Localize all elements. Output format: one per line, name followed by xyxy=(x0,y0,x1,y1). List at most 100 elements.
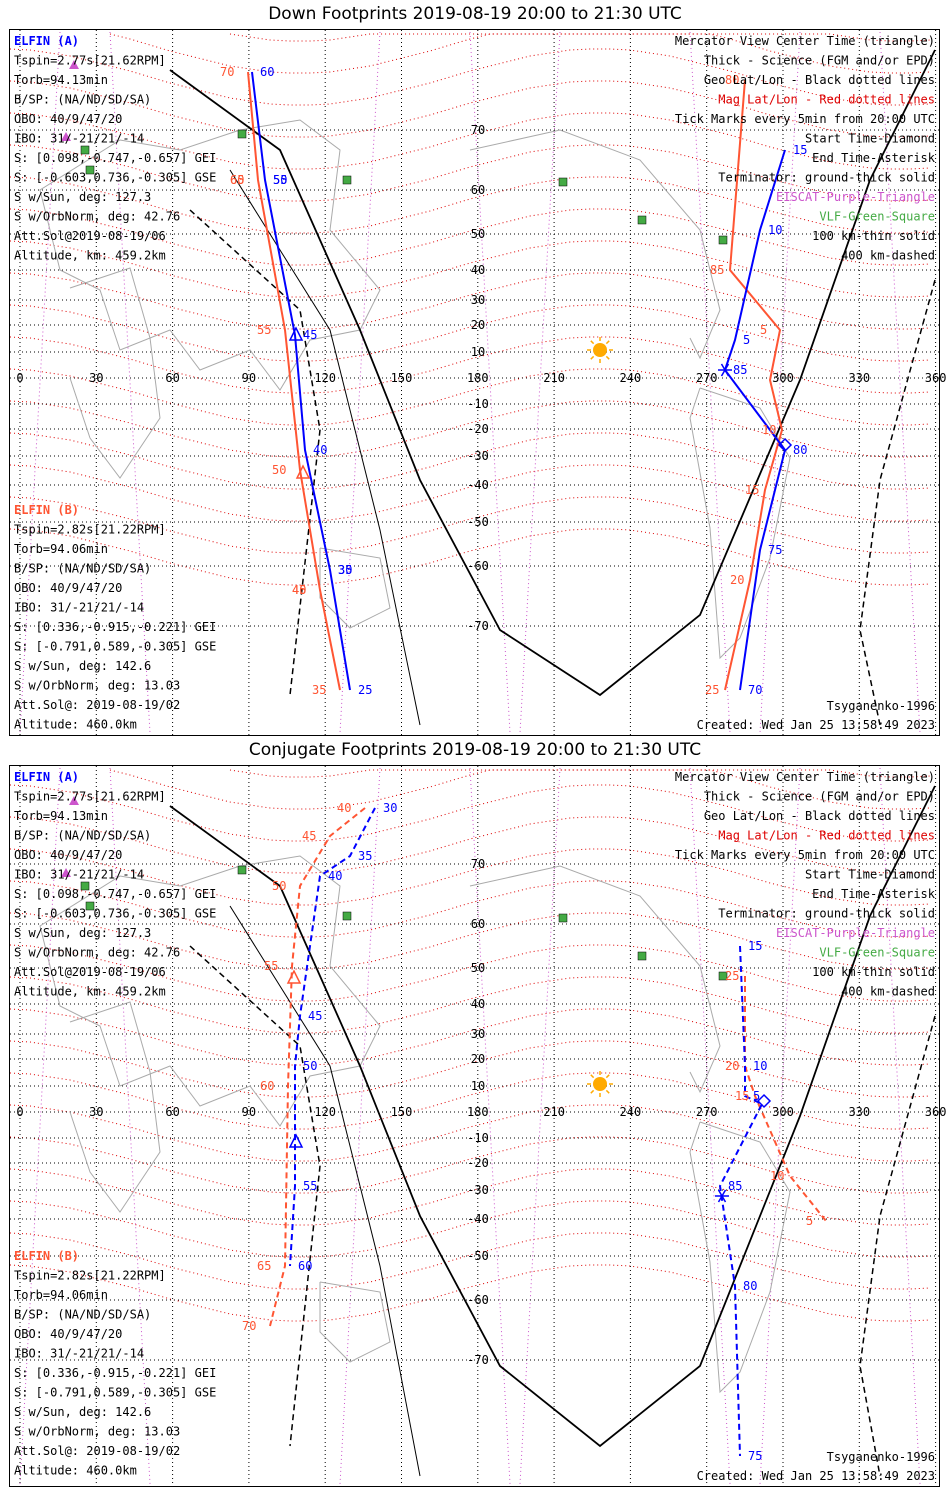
elfin-b-tick-label: 50 xyxy=(272,463,286,477)
vlf-station-marker xyxy=(558,177,568,187)
elfin-a-info-line: IBO: 31/-21/21/-14 xyxy=(14,868,144,882)
elfin-a-info-line: OBO: 40/9/47/20 xyxy=(14,848,122,862)
lat-tick-label: -60 xyxy=(467,1293,489,1307)
elfin-a-info-line: OBO: 40/9/47/20 xyxy=(14,112,122,126)
created-label: Created: Wed Jan 25 13:58:49 2023 xyxy=(697,1469,935,1483)
lat-tick-label: 50 xyxy=(471,227,485,241)
vlf-station-marker xyxy=(237,865,247,875)
elfin-a-end-asterisk xyxy=(717,1189,727,1203)
coastline xyxy=(39,119,381,391)
elfin-b-tick-label: 20 xyxy=(725,1059,739,1073)
elfin-b-info-line: S w/OrbNorm, deg: 13.03 xyxy=(14,1425,180,1439)
elfin-b-tick-label: 55 xyxy=(257,323,271,337)
panel-title-down: Down Footprints 2019-08-19 20:00 to 21:3… xyxy=(268,4,682,24)
legend-item: Mag Lat/Lon - Red dotted lines xyxy=(718,829,935,843)
elfin-a-track xyxy=(251,71,351,691)
terminator-ground xyxy=(169,785,936,1448)
elfin-b-tick-label: 15 xyxy=(745,483,759,497)
coastline xyxy=(319,1281,391,1363)
elfin-a-info-line: Torb=94.13min xyxy=(14,73,108,87)
elfin-b-info-line: Att.Sol@: 2019-08-19/02 xyxy=(14,1444,180,1458)
elfin-a-center-triangle xyxy=(288,326,304,341)
elfin-b-header: ELFIN (B) xyxy=(14,1249,79,1263)
elfin-b-info-line: B/SP: (NA/ND/SD/SA) xyxy=(14,1308,151,1322)
elfin-a-info-line: IBO: 31/-21/21/-14 xyxy=(14,132,144,146)
elfin-a-start-diamond xyxy=(777,437,793,453)
elfin-b-tick-label: 5 xyxy=(806,1214,813,1228)
sun-ray xyxy=(590,355,595,360)
legend-item: VLF-Green-Square xyxy=(819,946,935,960)
elfin-a-end-asterisk xyxy=(720,363,730,377)
elfin-a-tick-label: 75 xyxy=(748,1449,762,1463)
vlf-station-marker xyxy=(637,951,647,961)
elfin-a-info-line: S: [-0.603,0.736,-0.305] GSE xyxy=(14,171,216,185)
legend-item: Mercator View Center Time (triangle) xyxy=(675,770,935,784)
elfin-a-info-line: Tspin=2.77s[21.62RPM] xyxy=(14,790,166,804)
lat-tick-label: -30 xyxy=(467,449,489,463)
elfin-a-track xyxy=(289,807,376,1267)
lon-tick-label: 120 xyxy=(314,371,336,385)
legend-item: Terminator: ground-thick solid xyxy=(718,171,935,185)
elfin-b-track xyxy=(744,976,827,1222)
elfin-a-tick-label: 80 xyxy=(793,443,807,457)
elfin-b-tick-label: 65 xyxy=(230,173,244,187)
vlf-station-marker xyxy=(637,215,647,225)
elfin-a-tick-label: 45 xyxy=(308,1009,322,1023)
elfin-a-tick-label: 15 xyxy=(793,143,807,157)
lat-tick-label: -20 xyxy=(467,422,489,436)
lat-tick-label: 60 xyxy=(471,183,485,197)
lat-tick-label: 60 xyxy=(471,917,485,931)
lon-tick-label: 60 xyxy=(165,371,179,385)
legend-item: EISCAT-Purple-Triangle xyxy=(776,190,935,204)
lat-tick-label: 40 xyxy=(471,997,485,1011)
elfin-a-tick-label: 80 xyxy=(743,1279,757,1293)
elfin-b-track xyxy=(724,79,784,691)
elfin-a-tick-label: 10 xyxy=(768,223,782,237)
lat-tick-label: 20 xyxy=(471,318,485,332)
elfin-a-info-line: S w/Sun, deg: 127.3 xyxy=(14,926,151,940)
elfin-a-tick-label: 25 xyxy=(358,683,372,697)
map-panel-conjugate xyxy=(9,765,940,1487)
lat-tick-label: -10 xyxy=(467,1131,489,1145)
elfin-b-info-line: IBO: 31/-21/21/-14 xyxy=(14,601,144,615)
elfin-a-header: ELFIN (A) xyxy=(14,770,79,784)
elfin-a-tick-label: 40 xyxy=(313,443,327,457)
legend-item: 400 km-dashed xyxy=(841,985,935,999)
lon-tick-label: 30 xyxy=(89,1105,103,1119)
sun-icon xyxy=(593,343,607,357)
elfin-a-tick-label: 35 xyxy=(358,849,372,863)
elfin-b-tick-label: 5 xyxy=(760,323,767,337)
lat-tick-label: -70 xyxy=(467,619,489,633)
elfin-b-info-line: Torb=94.06min xyxy=(14,542,108,556)
elfin-b-tick-label: 70 xyxy=(220,65,234,79)
lat-tick-label: 70 xyxy=(471,857,485,871)
vlf-station-marker xyxy=(237,129,247,139)
elfin-a-info-line: B/SP: (NA/ND/SD/SA) xyxy=(14,829,151,843)
lon-tick-label: 30 xyxy=(89,371,103,385)
lat-tick-label: 20 xyxy=(471,1052,485,1066)
legend-item: Start Time-Diamond xyxy=(805,132,935,146)
elfin-b-info-line: Altitude: 460.0km xyxy=(14,1464,137,1478)
lon-tick-label: 150 xyxy=(391,371,413,385)
lat-tick-label: -50 xyxy=(467,515,489,529)
lon-tick-label: 180 xyxy=(467,371,489,385)
vlf-station-marker xyxy=(80,881,90,891)
elfin-b-tick-label: 60 xyxy=(260,1079,274,1093)
elfin-b-info-line: Altitude: 460.0km xyxy=(14,718,137,732)
elfin-a-tick-label: 60 xyxy=(260,65,274,79)
elfin-b-info-line: Torb=94.06min xyxy=(14,1288,108,1302)
elfin-b-tick-label: 60 xyxy=(230,173,244,187)
lon-tick-label: 360 xyxy=(925,371,947,385)
coastline xyxy=(69,267,161,479)
elfin-b-tick-label: 15 xyxy=(735,1089,749,1103)
elfin-a-center-triangle xyxy=(288,1133,304,1148)
elfin-a-tick-label: 30 xyxy=(338,563,352,577)
elfin-b-info-line: B/SP: (NA/ND/SD/SA) xyxy=(14,562,151,576)
model-label: Tsyganenko-1996 xyxy=(827,699,935,713)
terminator-100km xyxy=(229,905,421,1477)
legend-item: Terminator: ground-thick solid xyxy=(718,907,935,921)
elfin-a-track xyxy=(718,945,764,1457)
legend-item: End Time-Asterisk xyxy=(812,151,936,165)
lat-tick-label: -70 xyxy=(467,1353,489,1367)
